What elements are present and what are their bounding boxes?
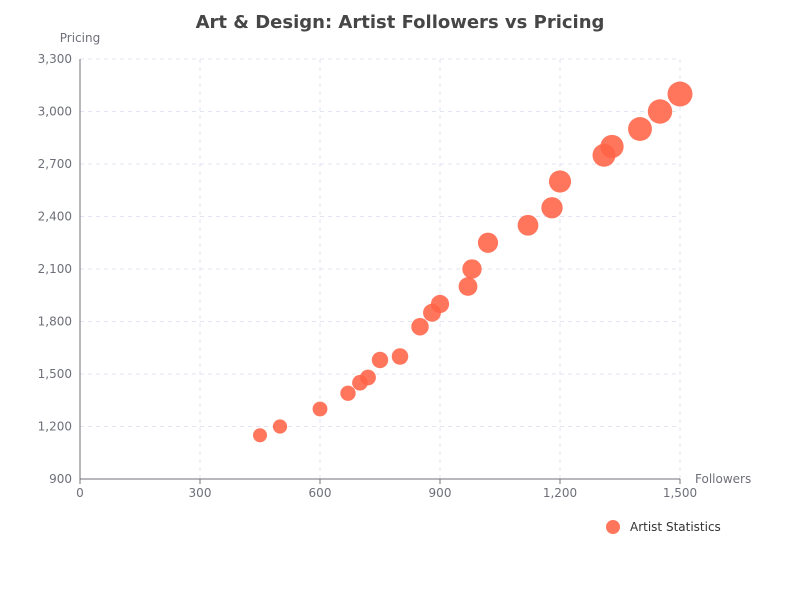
x-tick-label: 1,500	[663, 486, 697, 500]
data-point[interactable]	[648, 99, 672, 123]
chart-title: Art & Design: Artist Followers vs Pricin…	[196, 12, 605, 33]
data-point[interactable]	[431, 295, 449, 313]
x-axis-label: Followers	[695, 472, 751, 486]
y-tick-label: 1,200	[38, 420, 72, 434]
data-point[interactable]	[360, 370, 376, 386]
data-point[interactable]	[668, 82, 693, 107]
y-tick-label: 900	[49, 472, 72, 486]
data-point[interactable]	[478, 233, 498, 253]
y-axis-label: Pricing	[60, 31, 100, 45]
y-tick-label: 1,800	[38, 315, 72, 329]
legend-marker	[606, 520, 620, 534]
data-point[interactable]	[392, 348, 409, 365]
data-point[interactable]	[462, 259, 481, 278]
data-point[interactable]	[273, 419, 287, 433]
y-tick-label: 3,300	[38, 52, 72, 66]
x-tick-label: 0	[76, 486, 84, 500]
grid-lines	[80, 59, 680, 479]
y-tick-label: 1,500	[38, 367, 72, 381]
y-tick-label: 2,100	[38, 262, 72, 276]
data-point[interactable]	[600, 135, 623, 158]
data-point[interactable]	[628, 117, 652, 141]
data-point[interactable]	[340, 386, 355, 401]
axes: 900 1,200 1,500 1,800 2,100 2,400 2,700 3,000 3,…	[38, 52, 698, 500]
x-tick-label: 900	[429, 486, 452, 500]
data-point[interactable]	[518, 215, 539, 236]
data-point[interactable]	[372, 352, 388, 368]
y-tick-label: 2,400	[38, 210, 72, 224]
data-point[interactable]	[253, 428, 267, 442]
data-point[interactable]	[411, 318, 429, 336]
legend-label: Artist Statistics	[630, 520, 721, 534]
data-point[interactable]	[313, 402, 328, 417]
data-point[interactable]	[541, 197, 562, 218]
x-tick-label: 300	[189, 486, 212, 500]
x-tick-label: 1,200	[543, 486, 577, 500]
data-point[interactable]	[459, 277, 478, 296]
data-point[interactable]	[549, 170, 571, 192]
y-tick-label: 2,700	[38, 157, 72, 171]
x-tick-label: 600	[309, 486, 332, 500]
y-tick-label: 3,000	[38, 105, 72, 119]
data-points	[253, 82, 693, 443]
legend[interactable]: Artist Statistics	[606, 520, 721, 534]
